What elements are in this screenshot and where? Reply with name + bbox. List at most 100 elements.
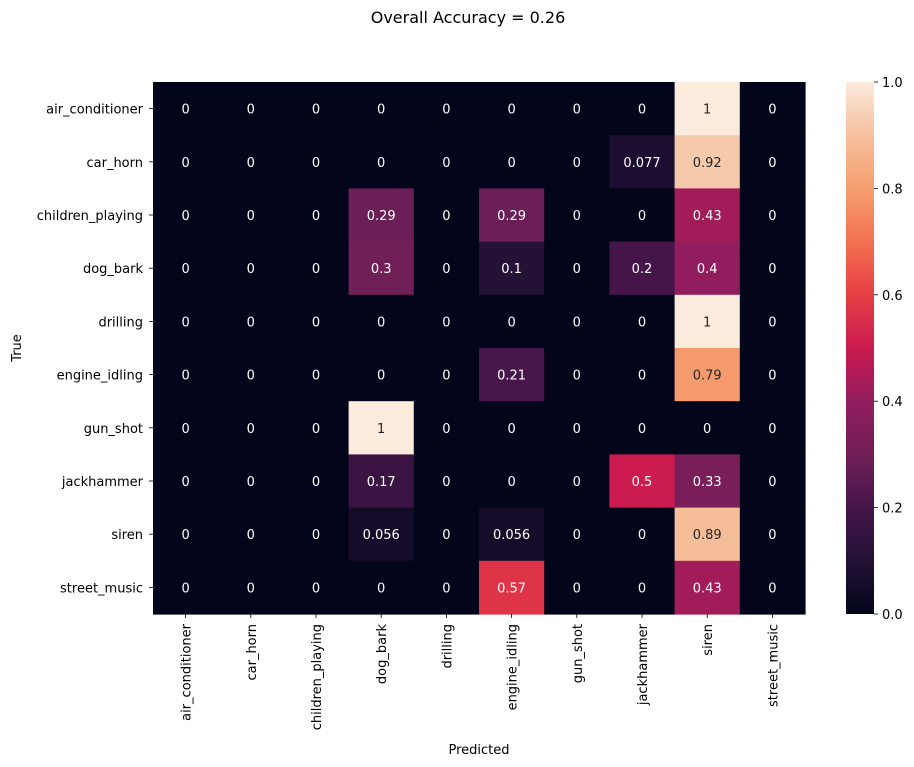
heatmap-cell (218, 348, 284, 402)
cell-value-label: 0 (247, 528, 255, 543)
heatmap-cell (544, 294, 610, 349)
cell-value-label: 0.29 (497, 209, 526, 224)
cell-value-label: 0 (247, 369, 255, 384)
cell-value-label: 0 (442, 315, 450, 330)
heatmap-cell (479, 294, 545, 349)
heatmap-cell (609, 348, 676, 402)
cell-value-label: 0 (312, 156, 320, 171)
heatmap-cell (739, 294, 806, 349)
cell-value-label: 0 (507, 475, 515, 490)
cell-value-label: 0 (442, 422, 450, 437)
cell-value-label: 0 (247, 581, 255, 596)
cell-value-label: 0 (573, 315, 581, 330)
heatmap-cell (153, 294, 219, 349)
heatmap-cell (674, 507, 741, 562)
cell-value-label: 0.92 (693, 156, 722, 171)
heatmap-cell (544, 560, 610, 615)
cell-value-label: 0.056 (363, 528, 400, 543)
heatmap-cell (153, 348, 219, 402)
cell-value-label: 0 (573, 422, 581, 437)
heatmap-cell (609, 188, 676, 243)
heatmap-cells: 0 0 0 0 0 0 0 0 1 0 0 0 0 0 0 0 0 0.077 0.92 0 0 0 0 0.29 0 0.29 0… (153, 82, 806, 615)
heatmap-cell (283, 82, 350, 136)
heatmap-cell (218, 454, 284, 509)
cell-value-label: 0 (442, 528, 450, 543)
heatmap-cell (479, 82, 545, 136)
heatmap-cell (348, 82, 415, 136)
cell-value-label: 0 (442, 369, 450, 384)
heatmap-cell (479, 348, 545, 402)
heatmap-cell (283, 507, 350, 562)
cell-value-label: 0 (442, 475, 450, 490)
cell-value-label: 0 (247, 156, 255, 171)
heatmap-cell (479, 135, 545, 189)
heatmap-cell (348, 560, 415, 615)
cell-value-label: 0 (247, 475, 255, 490)
heatmap-cell (218, 241, 284, 296)
chart-title: Overall Accuracy = 0.26 (371, 8, 566, 27)
heatmap-cell (413, 241, 480, 296)
cell-value-label: 0.89 (693, 528, 722, 543)
x-tick-label-gun-shot: gun_shot (571, 624, 586, 683)
y-tick-label-jackhammer: jackhammer (61, 475, 144, 490)
heatmap-cell (283, 294, 350, 349)
cell-value-label: 0 (638, 103, 646, 118)
cell-value-label: 0 (638, 209, 646, 224)
cell-value-label: 0 (312, 581, 320, 596)
x-tick-label-children-playing: children_playing (310, 624, 325, 730)
heatmap-cell (218, 188, 284, 243)
cell-value-label: 0 (573, 209, 581, 224)
y-tick-label-drilling: drilling (98, 315, 143, 330)
cell-value-label: 0 (181, 581, 189, 596)
cell-value-label: 0 (442, 156, 450, 171)
heatmap-cell (153, 188, 219, 243)
x-tick-label-jackhammer: jackhammer (636, 623, 651, 706)
x-tick-label-car-horn: car_horn (245, 624, 260, 681)
cell-value-label: 0 (573, 581, 581, 596)
y-tick-label-siren: siren (111, 528, 143, 543)
cell-value-label: 0 (638, 528, 646, 543)
heatmap-cell (739, 454, 806, 509)
cell-value-label: 0 (181, 475, 189, 490)
heatmap-cell (544, 135, 610, 189)
cell-value-label: 0 (638, 369, 646, 384)
cell-value-label: 0 (312, 262, 320, 277)
heatmap-cell (609, 507, 676, 562)
cell-value-label: 0 (312, 475, 320, 490)
cell-value-label: 0 (573, 369, 581, 384)
heatmap-cell (609, 135, 676, 189)
cell-value-label: 0.43 (693, 581, 722, 596)
heatmap-cell (739, 135, 806, 189)
y-tick-label-children-playing: children_playing (37, 209, 143, 224)
heatmap-cell (739, 507, 806, 562)
y-tick-label-street-music: street_music (60, 581, 143, 596)
heatmap-cell (413, 454, 480, 509)
heatmap-cell (153, 454, 219, 509)
cell-value-label: 0 (507, 103, 515, 118)
cell-value-label: 0.29 (367, 209, 396, 224)
colorbar-tick-label: 0.6 (882, 289, 903, 304)
cell-value-label: 0 (638, 581, 646, 596)
heatmap-cell (153, 507, 219, 562)
cell-value-label: 0 (181, 103, 189, 118)
x-tick-label-engine-idling: engine_idling (506, 624, 521, 710)
heatmap-cell (348, 401, 415, 455)
cell-value-label: 0 (377, 581, 385, 596)
cell-value-label: 0 (768, 475, 776, 490)
heatmap-cell (413, 401, 480, 455)
heatmap-cell (153, 560, 219, 615)
cell-value-label: 0 (181, 156, 189, 171)
colorbar-tick-label: 0.4 (882, 395, 903, 410)
heatmap-cell (609, 241, 676, 296)
cell-value-label: 1 (377, 422, 385, 437)
heatmap-cell (218, 560, 284, 615)
cell-value-label: 0.056 (493, 528, 530, 543)
cell-value-label: 0 (768, 528, 776, 543)
heatmap-cell (739, 188, 806, 243)
heatmap-cell (348, 294, 415, 349)
heatmap-cell (153, 401, 219, 455)
heatmap-cell (609, 454, 676, 509)
heatmap-cell (544, 348, 610, 402)
cell-value-label: 0 (312, 315, 320, 330)
